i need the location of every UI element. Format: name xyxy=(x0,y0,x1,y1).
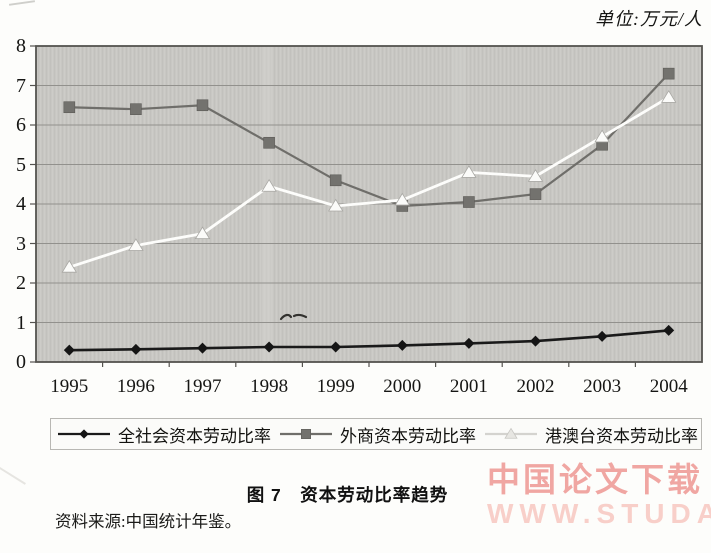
watermark: 中国论文下载 WWW.STUDA. xyxy=(487,461,711,530)
watermark-line2: WWW.STUDA. xyxy=(487,498,711,530)
y-axis-label: 2 xyxy=(16,272,26,294)
x-axis-label: 1999 xyxy=(316,376,355,397)
square-marker-icon xyxy=(280,429,332,439)
x-axis-label: 2003 xyxy=(583,376,622,397)
x-axis-label: 1995 xyxy=(50,376,89,397)
x-axis-label: 1998 xyxy=(250,376,289,397)
y-axis-label: 1 xyxy=(16,311,26,334)
y-axis-label: 6 xyxy=(16,114,26,136)
triangle-marker-icon xyxy=(485,427,537,439)
x-axis-label: 2001 xyxy=(449,376,488,397)
legend-item-whole-society: 全社会资本劳动比率 xyxy=(56,422,271,447)
x-axis-label: 2002 xyxy=(516,376,555,397)
y-axis-label: 7 xyxy=(16,74,26,97)
x-axis-label: 1996 xyxy=(116,376,155,397)
line-chart-plot xyxy=(30,45,703,367)
y-axis-label: 4 xyxy=(16,193,26,215)
y-axis-label: 3 xyxy=(16,232,26,255)
figure-caption: 图 7 资本劳动比率趋势 xyxy=(246,485,449,505)
y-axis-label: 0 xyxy=(16,351,26,373)
x-axis-label: 1997 xyxy=(183,376,222,397)
legend-label: 全社会资本劳动比率 xyxy=(118,426,271,446)
legend-label: 外商资本劳动比率 xyxy=(340,426,476,446)
legend-item-foreign: 外商资本劳动比率 xyxy=(278,422,476,447)
diamond-marker-icon xyxy=(58,429,110,439)
watermark-line1: 中国论文下载 xyxy=(487,461,703,498)
y-axis-label: 5 xyxy=(16,153,26,176)
y-axis-label: 8 xyxy=(16,35,26,57)
source-note: 资料来源:中国统计年鉴。 xyxy=(55,512,242,531)
legend-label: 港澳台资本劳动比率 xyxy=(545,426,698,446)
x-axis-label: 2000 xyxy=(383,376,422,397)
legend: 全社会资本劳动比率 外商资本劳动比率 港澳台资本劳动比率 xyxy=(50,418,702,450)
legend-item-hk-macau-taiwan: 港澳台资本劳动比率 xyxy=(483,422,698,447)
unit-label: 单位:万元/人 xyxy=(595,9,703,29)
x-axis-label: 2004 xyxy=(649,376,688,397)
